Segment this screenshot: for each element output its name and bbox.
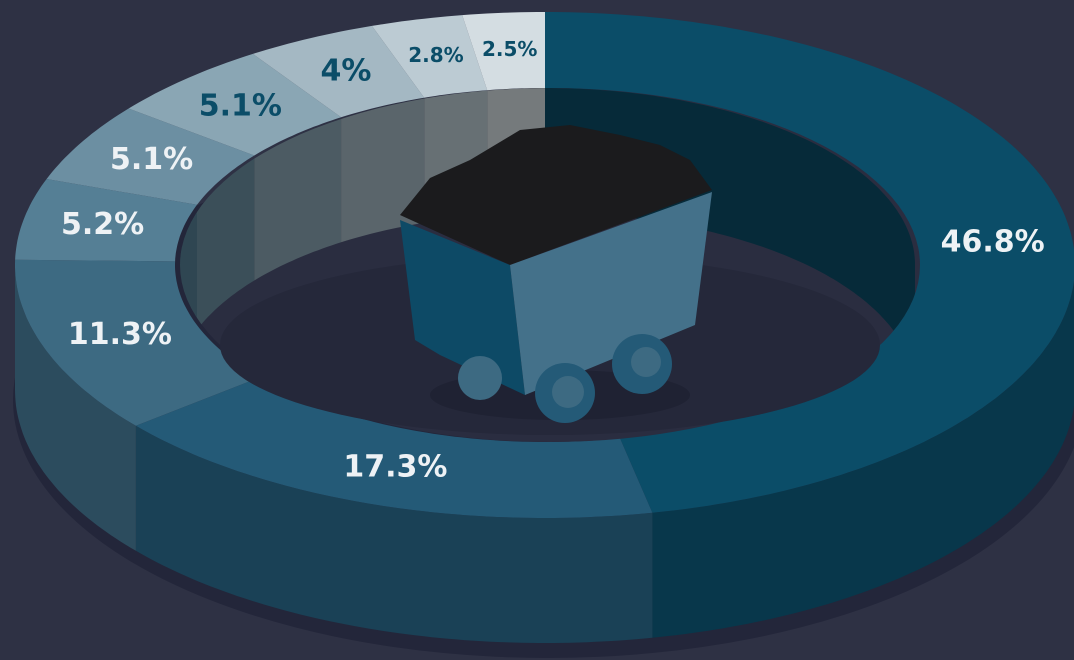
slice <box>462 12 545 91</box>
inner-wall <box>341 97 425 243</box>
value-label: 11.3% <box>68 317 172 352</box>
slice <box>135 377 653 518</box>
slice <box>371 15 488 98</box>
slice <box>15 179 197 262</box>
side-walls <box>15 265 1074 643</box>
side-wall <box>652 280 1074 638</box>
top-faces <box>15 12 1074 518</box>
wheel-hub <box>631 347 661 377</box>
slice <box>545 12 1074 513</box>
slice <box>252 25 425 118</box>
slice <box>15 259 260 426</box>
cart-side <box>510 192 712 395</box>
coal <box>400 125 712 265</box>
value-label: 5.1% <box>110 142 193 177</box>
slice <box>128 53 342 156</box>
value-label: 46.8% <box>941 225 1045 260</box>
value-label: 4% <box>320 54 371 89</box>
side-wall <box>135 425 653 643</box>
inner-wall <box>197 155 255 330</box>
mine-cart <box>400 125 712 423</box>
side-wall <box>15 265 136 551</box>
slice <box>46 108 255 205</box>
value-label: 2.5% <box>482 37 537 61</box>
value-label: 2.8% <box>408 43 463 67</box>
cart-front <box>400 220 525 395</box>
wheel-hub <box>552 376 584 408</box>
inner-wall <box>254 117 342 281</box>
labels: 46.8% 17.3% 11.3% 5.2% 5.1%5.1% 4% 2.8% 2.5% <box>61 37 1045 484</box>
wheel <box>458 356 502 400</box>
value-label: 5.1% <box>199 88 282 123</box>
value-label: 5.2% <box>61 207 144 242</box>
value-label: 17.3% <box>343 449 447 484</box>
